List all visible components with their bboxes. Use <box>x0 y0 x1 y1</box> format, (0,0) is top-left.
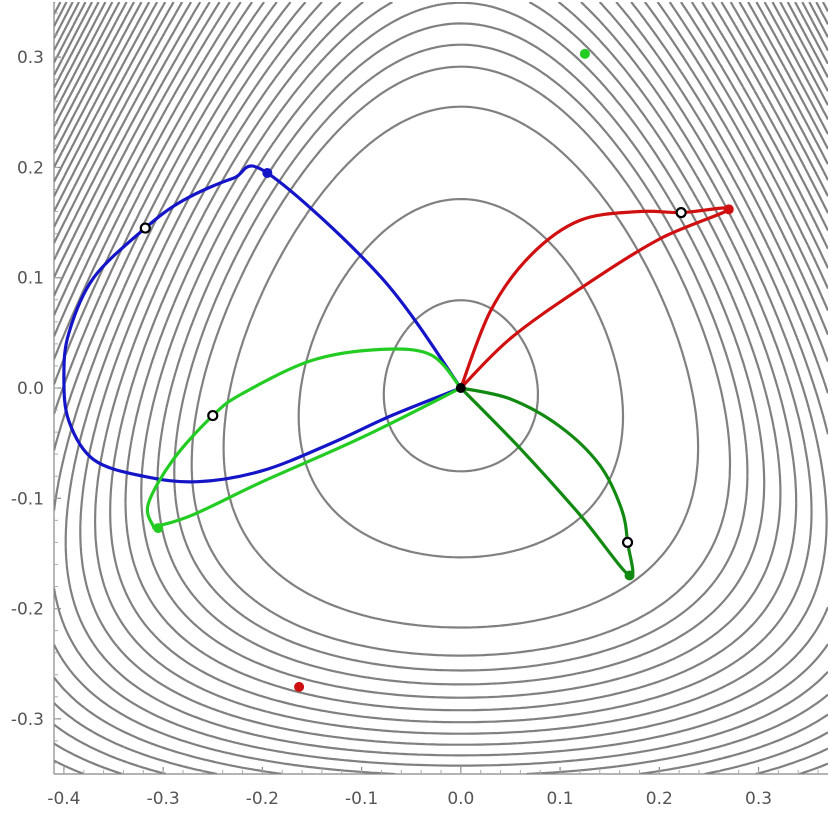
contour-line-16 <box>54 2 828 774</box>
y-axis: 0.3 0.2 0.1 0.0 -0.1 -0.2 -0.3 <box>11 12 61 764</box>
contour-line-9 <box>94 2 828 735</box>
open-marker-1 <box>207 409 219 422</box>
y-tick-label: 0.1 <box>17 269 44 289</box>
contour-line-4 <box>173 43 749 672</box>
contour-line-38 <box>54 2 68 27</box>
x-tick-label: -0.1 <box>345 789 378 809</box>
contour-line-21 <box>54 2 828 261</box>
open-marker-2 <box>675 207 687 219</box>
isolated-point-1 <box>294 681 305 692</box>
contour-line-25 <box>54 2 828 197</box>
contour-line-14 <box>54 2 828 774</box>
contour-line-15 <box>54 2 828 774</box>
contour-line-5 <box>156 22 766 686</box>
orbit-endpoint-3 <box>624 570 635 581</box>
x-axis: -0.4 -0.3 -0.2 -0.1 0.0 0.1 0.2 0.3 <box>47 767 819 809</box>
contour-line-29 <box>54 2 828 141</box>
open-marker-0 <box>139 222 151 234</box>
y-tick-label: -0.1 <box>11 489 44 509</box>
y-tick-label: -0.3 <box>11 710 44 730</box>
x-tick-label: 0.3 <box>745 789 772 809</box>
contour-line-35 <box>54 2 87 64</box>
orbit-markers <box>139 48 734 692</box>
x-tick-label: 0.2 <box>646 789 673 809</box>
contour-line-31 <box>54 2 828 114</box>
y-tick-label: 0.3 <box>17 48 44 68</box>
contour-lines <box>54 2 828 774</box>
contour-line-11 <box>64 2 828 757</box>
orbit-curve-3 <box>459 386 635 578</box>
y-tick-label: -0.2 <box>11 600 44 620</box>
y-tick-label: 0.2 <box>17 158 44 178</box>
contour-line-1 <box>297 198 625 559</box>
isolated-point-0 <box>579 48 590 59</box>
contour-line-8 <box>109 2 813 724</box>
x-tick-label: 0.0 <box>447 789 474 809</box>
contour-line-17 <box>54 2 828 774</box>
contour-line-7 <box>124 2 798 712</box>
orbit-endpoint-1 <box>153 523 164 534</box>
y-tick-label: 0.0 <box>17 379 44 399</box>
x-tick-label: -0.4 <box>47 789 80 809</box>
open-marker-3 <box>621 536 634 549</box>
x-tick-label: -0.2 <box>246 789 279 809</box>
orbit-curve-1 <box>145 347 463 530</box>
orbit-endpoint-2 <box>723 204 734 215</box>
orbit-endpoint-0 <box>262 167 273 178</box>
contour-line-33 <box>54 2 828 89</box>
x-tick-label: -0.3 <box>147 789 180 809</box>
orbit-curve-0 <box>62 164 463 484</box>
contour-line-0 <box>382 299 539 473</box>
contour-line-27 <box>54 2 828 168</box>
center-point <box>455 383 466 393</box>
contour-line-18 <box>54 2 828 774</box>
contour-line-10 <box>79 2 828 746</box>
contour-line-34 <box>54 2 93 76</box>
contour-line-3 <box>190 65 732 657</box>
x-tick-label: 0.1 <box>547 789 574 809</box>
contour-line-2 <box>222 105 700 629</box>
contour-line-6 <box>140 2 782 699</box>
